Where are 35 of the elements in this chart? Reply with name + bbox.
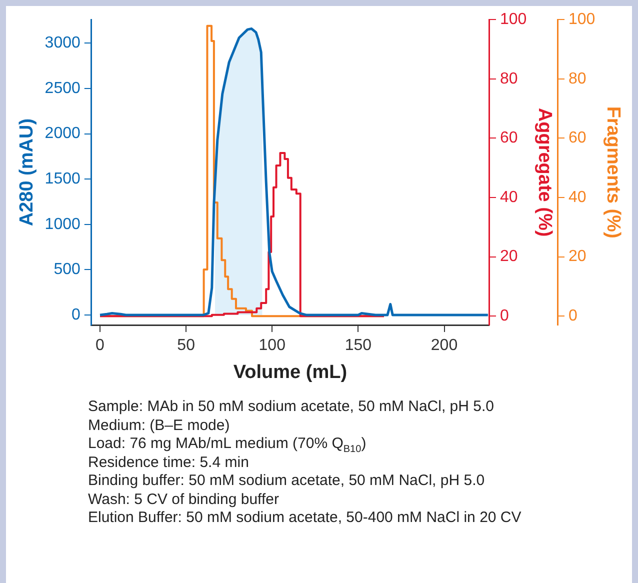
- y3-tick-label: 60: [568, 130, 586, 147]
- text: Elution Buffer: 50 mM sodium acetate, 50-400 mM NaCl in 20 CV: [88, 509, 522, 528]
- y3-axis-title: Fragments (%): [602, 106, 624, 238]
- y3-tick-label: 20: [568, 248, 586, 266]
- x-tick-label: 0: [96, 337, 105, 354]
- y2-tick-label: 0: [500, 308, 510, 325]
- y-tick-label: 500: [54, 261, 80, 278]
- y2-tick-label: 60: [500, 130, 518, 147]
- y3-tick-label: 100: [568, 11, 596, 28]
- y-tick-label: 0: [71, 306, 80, 324]
- text: Wash: 5 CV of binding buffer: [88, 490, 280, 509]
- y2-tick-label: 80: [500, 70, 518, 88]
- y2-tick-label: 20: [500, 248, 518, 266]
- text: Sample: MAb in 50 mM sodium acetate, 50 mM NaCl, pH 5.0: [88, 398, 495, 416]
- y3-tick-label: 40: [568, 188, 586, 206]
- y2-tick-label: 100: [500, 11, 527, 28]
- x-tick-label: 50: [177, 337, 196, 354]
- y2-tick-label: 40: [500, 188, 518, 206]
- y-tick-label: 2500: [44, 80, 80, 97]
- text: Binding buffer: 50 mM sodium acetate, 50 mM NaCl, pH 5.0: [88, 472, 486, 490]
- y-tick-label: 1500: [44, 170, 80, 188]
- text: Residence time: 5.4 min: [88, 454, 250, 472]
- y-tick-label: 3000: [44, 34, 80, 52]
- x-axis-title: Volume (mL): [233, 362, 348, 383]
- y2-axis-title: Aggregate (%): [534, 108, 555, 237]
- y-tick-label: 2000: [44, 125, 80, 142]
- x-tick-label: 100: [258, 337, 286, 354]
- x-tick-label: 200: [430, 337, 458, 354]
- y-axis-title: A280 (mAU): [16, 118, 38, 226]
- x-tick-label: 150: [344, 337, 372, 354]
- y3-tick-label: 80: [568, 70, 586, 88]
- y-tick-label: 1000: [44, 216, 80, 233]
- text: Load: 76 mg MAb/mL medium (70% Q$_{B10}$): [88, 435, 368, 455]
- y3-tick-label: 0: [568, 308, 578, 325]
- text: Medium: (B–E mode): [88, 416, 231, 435]
